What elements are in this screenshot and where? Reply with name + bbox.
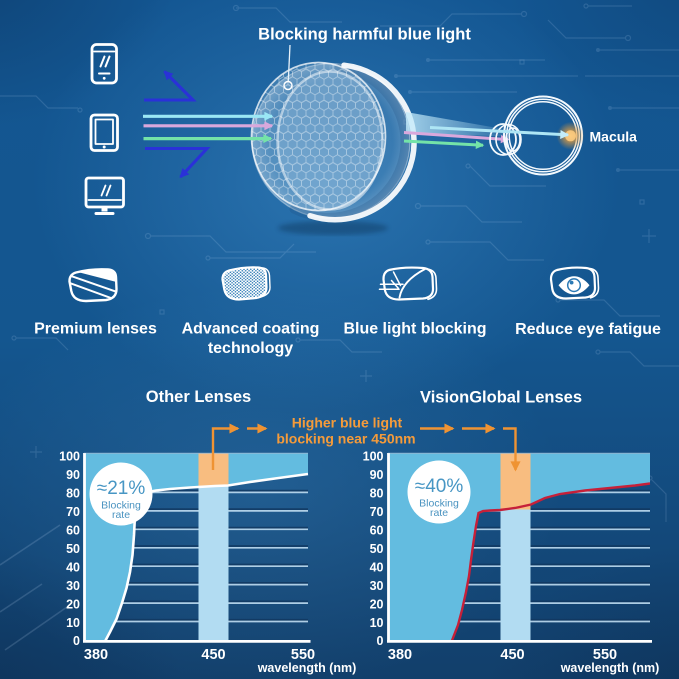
- svg-text:60: 60: [370, 524, 384, 538]
- svg-text:blocking near 450nm: blocking near 450nm: [276, 431, 415, 447]
- svg-text:10: 10: [370, 616, 384, 630]
- svg-text:Premium lenses: Premium lenses: [34, 321, 157, 338]
- svg-text:380: 380: [388, 647, 412, 663]
- svg-text:rate: rate: [112, 509, 130, 521]
- svg-text:30: 30: [66, 579, 80, 593]
- svg-text:wavelength (nm): wavelength (nm): [560, 661, 660, 675]
- svg-text:Other Lenses: Other Lenses: [146, 388, 251, 406]
- svg-text:10: 10: [66, 616, 80, 630]
- svg-text:Blocking: Blocking: [419, 498, 459, 510]
- svg-text:Blue light blocking: Blue light blocking: [343, 321, 486, 338]
- svg-text:50: 50: [370, 542, 384, 556]
- svg-text:VisionGlobal Lenses: VisionGlobal Lenses: [420, 389, 582, 407]
- svg-text:Blocking harmful blue light: Blocking harmful blue light: [258, 26, 471, 44]
- svg-text:40: 40: [370, 560, 384, 574]
- svg-text:≈21%: ≈21%: [97, 478, 146, 499]
- svg-text:80: 80: [370, 487, 384, 501]
- svg-text:Reduce eye fatigue: Reduce eye fatigue: [515, 321, 661, 338]
- svg-text:90: 90: [66, 468, 80, 482]
- svg-text:40: 40: [66, 560, 80, 574]
- svg-text:70: 70: [66, 505, 80, 519]
- svg-text:20: 20: [370, 597, 384, 611]
- svg-text:technology: technology: [208, 340, 293, 357]
- svg-text:100: 100: [363, 450, 384, 464]
- svg-text:80: 80: [66, 487, 80, 501]
- svg-text:rate: rate: [430, 507, 448, 519]
- svg-text:450: 450: [201, 647, 225, 663]
- svg-text:0: 0: [73, 634, 80, 648]
- svg-text:0: 0: [377, 634, 384, 648]
- svg-text:450: 450: [500, 647, 524, 663]
- svg-text:50: 50: [66, 542, 80, 556]
- svg-text:90: 90: [370, 468, 384, 482]
- svg-text:550: 550: [291, 647, 315, 663]
- svg-text:100: 100: [59, 450, 80, 464]
- svg-text:380: 380: [84, 647, 108, 663]
- svg-text:Advanced coating: Advanced coating: [182, 321, 320, 338]
- svg-text:70: 70: [370, 505, 384, 519]
- svg-text:Higher blue light: Higher blue light: [292, 415, 403, 431]
- svg-text:550: 550: [593, 647, 617, 663]
- svg-text:Macula: Macula: [590, 128, 638, 144]
- svg-text:30: 30: [370, 579, 384, 593]
- svg-text:Blocking: Blocking: [101, 500, 141, 512]
- svg-text:20: 20: [66, 597, 80, 611]
- svg-text:≈40%: ≈40%: [415, 476, 464, 497]
- svg-text:wavelength (nm): wavelength (nm): [257, 661, 357, 675]
- svg-text:60: 60: [66, 524, 80, 538]
